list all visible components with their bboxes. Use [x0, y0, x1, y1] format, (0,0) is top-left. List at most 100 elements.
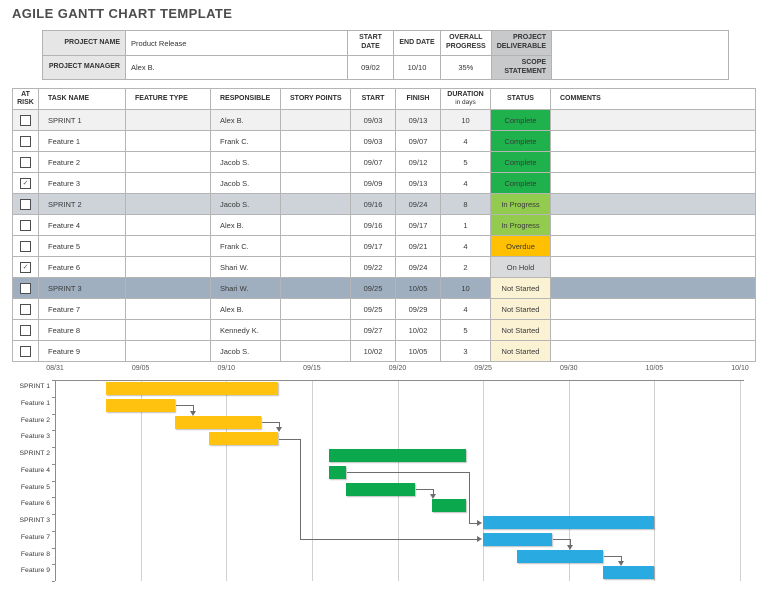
duration-cell[interactable]: 2 [440, 256, 491, 278]
gantt-bar[interactable] [431, 499, 466, 513]
feature-type-cell[interactable] [125, 109, 211, 131]
at-risk-cell[interactable] [12, 235, 39, 257]
comments-cell[interactable] [550, 256, 756, 278]
feature-type-cell[interactable] [125, 319, 211, 341]
comments-cell[interactable] [550, 340, 756, 362]
status-badge[interactable]: Complete [490, 130, 551, 152]
gantt-bar[interactable] [329, 449, 466, 462]
at-risk-checkbox[interactable]: ✓ [20, 177, 31, 189]
feature-type-cell[interactable] [125, 130, 211, 152]
start-cell[interactable]: 09/27 [350, 319, 396, 341]
feature-type-cell[interactable] [125, 340, 211, 362]
status-badge[interactable]: Complete [490, 109, 551, 131]
status-badge[interactable]: Not Started [490, 298, 551, 320]
story-points-cell[interactable] [280, 298, 351, 320]
responsible-cell[interactable]: Shari W. [210, 256, 281, 278]
story-points-cell[interactable] [280, 193, 351, 215]
gantt-bar[interactable] [329, 465, 347, 479]
at-risk-checkbox[interactable] [20, 198, 31, 210]
duration-cell[interactable]: 5 [440, 319, 491, 341]
responsible-cell[interactable]: Jacob S. [210, 193, 281, 215]
start-cell[interactable]: 09/16 [350, 193, 396, 215]
duration-cell[interactable]: 4 [440, 235, 491, 257]
story-points-cell[interactable] [280, 319, 351, 341]
responsible-cell[interactable]: Jacob S. [210, 172, 281, 194]
responsible-cell[interactable]: Frank C. [210, 130, 281, 152]
at-risk-checkbox[interactable] [20, 240, 31, 252]
feature-type-cell[interactable] [125, 277, 211, 299]
comments-cell[interactable] [550, 214, 756, 236]
at-risk-cell[interactable] [12, 319, 39, 341]
comments-cell[interactable] [550, 193, 756, 215]
status-badge[interactable]: Complete [490, 151, 551, 173]
duration-cell[interactable]: 4 [440, 298, 491, 320]
duration-cell[interactable]: 5 [440, 151, 491, 173]
at-risk-checkbox[interactable]: ✓ [20, 261, 31, 273]
responsible-cell[interactable]: Alex B. [210, 109, 281, 131]
at-risk-cell[interactable]: ✓ [12, 256, 39, 278]
at-risk-cell[interactable] [12, 277, 39, 299]
comments-cell[interactable] [550, 151, 756, 173]
task-name-cell[interactable]: Feature 5 [38, 235, 126, 257]
start-cell[interactable]: 10/02 [350, 340, 396, 362]
story-points-cell[interactable] [280, 235, 351, 257]
finish-cell[interactable]: 09/24 [395, 193, 441, 215]
responsible-cell[interactable]: Jacob S. [210, 151, 281, 173]
task-name-cell[interactable]: Feature 9 [38, 340, 126, 362]
story-points-cell[interactable] [280, 130, 351, 152]
task-name-cell[interactable]: SPRINT 2 [38, 193, 126, 215]
gantt-bar[interactable] [106, 382, 278, 395]
feature-type-cell[interactable] [125, 256, 211, 278]
finish-cell[interactable]: 09/17 [395, 214, 441, 236]
status-badge[interactable]: Not Started [490, 340, 551, 362]
story-points-cell[interactable] [280, 214, 351, 236]
start-cell[interactable]: 09/09 [350, 172, 396, 194]
gantt-bar[interactable] [483, 532, 552, 546]
finish-cell[interactable]: 09/24 [395, 256, 441, 278]
at-risk-cell[interactable] [12, 109, 39, 131]
responsible-cell[interactable]: Alex B. [210, 298, 281, 320]
comments-cell[interactable] [550, 298, 756, 320]
finish-cell[interactable]: 10/05 [395, 340, 441, 362]
duration-cell[interactable]: 8 [440, 193, 491, 215]
feature-type-cell[interactable] [125, 298, 211, 320]
finish-cell[interactable]: 09/21 [395, 235, 441, 257]
task-name-cell[interactable]: SPRINT 1 [38, 109, 126, 131]
responsible-cell[interactable]: Shari W. [210, 277, 281, 299]
gantt-bar[interactable] [174, 415, 261, 429]
at-risk-checkbox[interactable] [20, 282, 31, 294]
comments-cell[interactable] [550, 109, 756, 131]
finish-cell[interactable]: 09/07 [395, 130, 441, 152]
story-points-cell[interactable] [280, 151, 351, 173]
end-date-value[interactable]: 10/10 [393, 55, 441, 80]
feature-type-cell[interactable] [125, 193, 211, 215]
at-risk-cell[interactable] [12, 130, 39, 152]
status-badge[interactable]: On Hold [490, 256, 551, 278]
status-badge[interactable]: Not Started [490, 277, 551, 299]
duration-cell[interactable]: 3 [440, 340, 491, 362]
at-risk-cell[interactable] [12, 151, 39, 173]
gantt-bar[interactable] [346, 482, 415, 496]
task-name-cell[interactable]: Feature 1 [38, 130, 126, 152]
task-name-cell[interactable]: Feature 2 [38, 151, 126, 173]
comments-cell[interactable] [550, 130, 756, 152]
comments-cell[interactable] [550, 235, 756, 257]
deliverable-scope-value[interactable] [551, 30, 730, 80]
duration-cell[interactable]: 10 [440, 109, 491, 131]
start-cell[interactable]: 09/25 [350, 277, 396, 299]
responsible-cell[interactable]: Alex B. [210, 214, 281, 236]
at-risk-checkbox[interactable] [20, 114, 31, 126]
start-cell[interactable]: 09/03 [350, 130, 396, 152]
duration-cell[interactable]: 10 [440, 277, 491, 299]
feature-type-cell[interactable] [125, 235, 211, 257]
status-badge[interactable]: Complete [490, 172, 551, 194]
at-risk-cell[interactable] [12, 214, 39, 236]
status-badge[interactable]: In Progress [490, 214, 551, 236]
finish-cell[interactable]: 09/13 [395, 109, 441, 131]
at-risk-cell[interactable] [12, 340, 39, 362]
story-points-cell[interactable] [280, 256, 351, 278]
start-date-value[interactable]: 09/02 [347, 55, 394, 80]
project-manager-value[interactable]: Alex B. [125, 55, 348, 80]
gantt-bar[interactable] [209, 432, 278, 446]
duration-cell[interactable]: 1 [440, 214, 491, 236]
